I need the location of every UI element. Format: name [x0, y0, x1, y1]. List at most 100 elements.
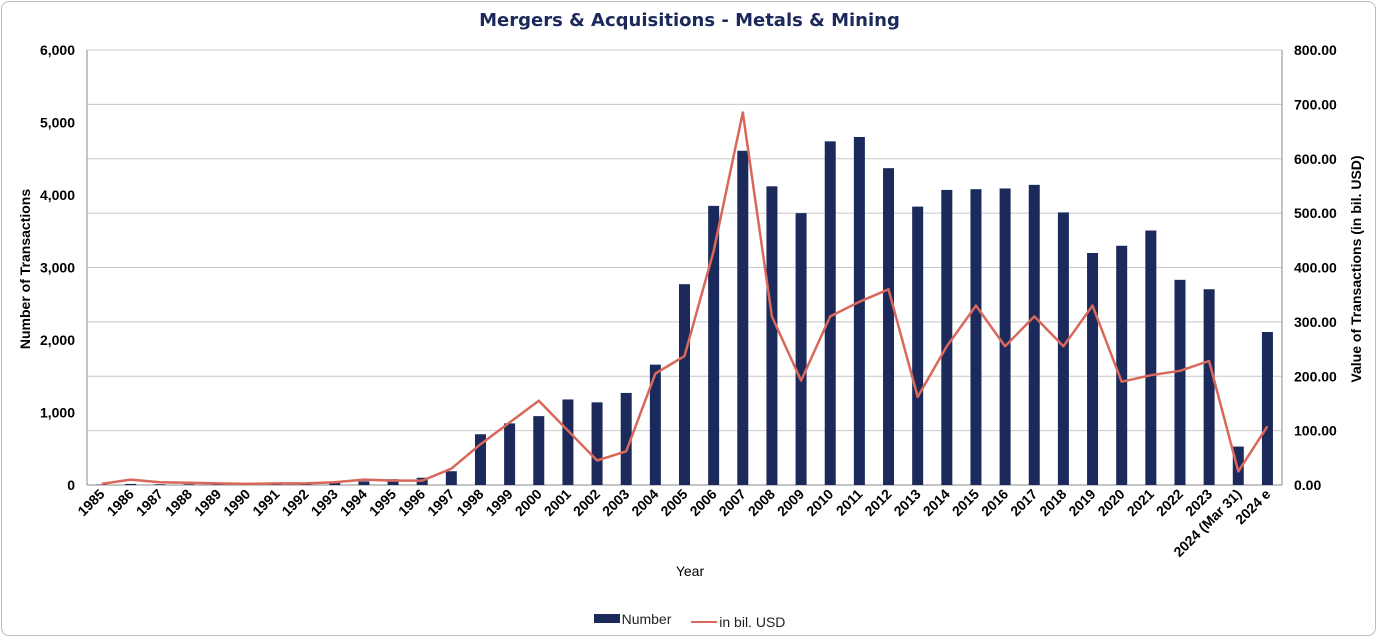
x-tick-label: 1993 — [308, 486, 341, 519]
x-tick-label: 2015 — [949, 486, 982, 519]
bar — [1203, 289, 1215, 485]
bar — [1028, 184, 1040, 485]
y2-tick-label: 0.00 — [1294, 477, 1321, 493]
bar — [1087, 253, 1099, 485]
x-tick-label: 1996 — [395, 486, 428, 519]
x-tick-label: 1989 — [191, 486, 224, 519]
chart-plot: 0 1,000 2,000 3,000 4,000 5,000 6,000 0.00 100.… — [17, 42, 1364, 579]
x-tick-label: 1994 — [337, 486, 370, 519]
x-axis-ticks: 1985198619871988198919901991199219931994… — [74, 486, 1273, 560]
bar — [154, 484, 166, 485]
x-tick-label: 2001 — [541, 486, 574, 519]
bar — [1116, 245, 1128, 485]
bar — [358, 481, 370, 485]
bar — [562, 399, 574, 485]
x-tick-label: 2006 — [686, 486, 719, 519]
bar — [591, 402, 603, 485]
x-tick-label: 2005 — [657, 486, 690, 519]
x-axis-title: Year — [676, 563, 705, 579]
bar — [445, 471, 457, 485]
bar — [474, 434, 486, 485]
bar — [504, 423, 516, 485]
x-tick-label: 1995 — [366, 486, 399, 519]
x-tick-label: 1988 — [162, 486, 195, 519]
bar — [941, 189, 953, 486]
x-tick-label: 2000 — [512, 486, 545, 519]
bar — [533, 416, 545, 485]
legend-label-value: in bil. USD — [719, 614, 786, 630]
bar — [183, 484, 195, 485]
x-tick-label: 2013 — [890, 486, 923, 519]
x-tick-label: 2009 — [774, 486, 807, 519]
x-tick-label: 2020 — [1094, 486, 1127, 519]
bar — [853, 137, 865, 485]
legend-label-number: Number — [621, 610, 672, 627]
bar — [883, 168, 895, 486]
x-tick-label: 2010 — [803, 486, 836, 519]
y-tick-label: 6,000 — [40, 42, 75, 58]
bar — [1057, 212, 1069, 485]
x-tick-label: 2017 — [1007, 486, 1040, 519]
x-tick-label: 2014 — [920, 486, 953, 519]
bar — [766, 186, 778, 486]
legend-item-number: Number — [593, 610, 672, 627]
bar — [912, 206, 924, 485]
bar — [999, 188, 1011, 485]
legend-item-value: in bil. USD — [691, 614, 785, 630]
y2-tick-label: 300.00 — [1294, 314, 1337, 330]
right-axis-ticks: 0.00 100.00 200.00 300.00 400.00 500.00 600.00… — [1294, 42, 1337, 493]
x-tick-label: 1987 — [133, 486, 166, 519]
legend-swatch-bar — [593, 614, 620, 623]
x-tick-label: 2016 — [978, 486, 1011, 519]
bar — [1261, 332, 1273, 485]
bar — [649, 364, 661, 485]
chart-title: Mergers & Acquisitions - Metals & Mining — [479, 10, 900, 31]
bar — [1232, 446, 1244, 485]
x-tick-label: 2022 — [1153, 486, 1186, 519]
y2-tick-label: 500.00 — [1294, 205, 1337, 221]
x-tick-label: 1985 — [74, 486, 107, 519]
x-tick-label: 1997 — [424, 486, 457, 519]
y-tick-label: 3,000 — [40, 260, 75, 276]
y2-axis-title: Value of Transactions (in bil. USD) — [1348, 155, 1364, 382]
y2-tick-label: 200.00 — [1294, 368, 1337, 384]
bar — [125, 483, 137, 485]
y-tick-label: 2,000 — [40, 332, 75, 348]
bar — [1174, 279, 1186, 485]
y-tick-label: 4,000 — [40, 187, 75, 203]
bar — [1145, 230, 1157, 485]
x-tick-label: 1986 — [103, 486, 136, 519]
x-tick-label: 1992 — [278, 486, 311, 519]
y2-tick-label: 600.00 — [1294, 151, 1337, 167]
line-series-value — [101, 111, 1269, 486]
y-axis-title: Number of Transactions — [17, 189, 33, 349]
bar — [329, 482, 341, 485]
bar — [708, 205, 720, 485]
x-tick-label: 2004 — [628, 486, 661, 519]
bar — [970, 189, 982, 485]
x-tick-label: 1999 — [482, 486, 515, 519]
x-tick-label: 2012 — [861, 486, 894, 519]
x-tick-label: 2003 — [599, 486, 632, 519]
y2-tick-label: 800.00 — [1294, 42, 1337, 58]
y2-tick-label: 100.00 — [1294, 423, 1337, 439]
y2-tick-label: 700.00 — [1294, 96, 1337, 112]
bar — [824, 141, 836, 485]
bar — [679, 284, 690, 485]
y-tick-label: 1,000 — [40, 405, 75, 421]
legend-swatch-line — [691, 621, 718, 623]
legend: Number in bil. USD — [0, 610, 1379, 630]
x-tick-label: 2002 — [570, 486, 603, 519]
bar — [387, 479, 399, 485]
y-tick-label: 0 — [67, 477, 75, 493]
x-tick-label: 1991 — [249, 486, 282, 519]
bar — [620, 392, 632, 485]
left-axis-ticks: 0 1,000 2,000 3,000 4,000 5,000 6,000 — [40, 42, 75, 493]
x-tick-label: 2018 — [1036, 486, 1069, 519]
x-tick-label: 2007 — [716, 486, 749, 519]
bar-series-number — [96, 137, 1273, 486]
y-tick-label: 5,000 — [40, 115, 75, 131]
bar — [795, 213, 807, 485]
value-line — [101, 111, 1269, 486]
bar — [737, 150, 749, 485]
